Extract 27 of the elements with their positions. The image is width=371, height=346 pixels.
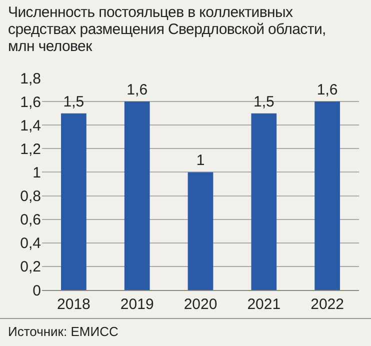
data-label: 1,6 xyxy=(126,82,148,99)
bar xyxy=(124,102,150,290)
x-tick-label: 2022 xyxy=(310,296,344,313)
y-tick-label: 0,6 xyxy=(20,212,41,229)
bar xyxy=(314,102,340,290)
bar xyxy=(251,113,277,290)
x-tick-label: 2021 xyxy=(247,296,281,313)
y-tick-label: 1 xyxy=(32,164,41,182)
chart-title: Численность постояльцев в коллективных средствах размещения Свердловской области, млн человек xyxy=(8,4,327,55)
y-tick-label: 1,2 xyxy=(20,140,41,158)
text: Источник: ЕМИСС xyxy=(8,324,118,339)
x-tick-label: 2019 xyxy=(120,296,154,313)
data-label: 1,6 xyxy=(316,82,338,99)
y-tick-label: 0,8 xyxy=(20,188,41,206)
data-label: 1,5 xyxy=(253,93,274,110)
bar xyxy=(188,172,214,290)
y-tick-label: 0,4 xyxy=(20,235,41,252)
y-tick-label: 1,8 xyxy=(20,70,41,88)
data-label: 1,5 xyxy=(63,93,84,110)
y-tick-label: 1,4 xyxy=(20,117,41,134)
x-tick-label: 2020 xyxy=(184,296,218,313)
bar xyxy=(61,113,86,290)
y-tick-label: 1,6 xyxy=(20,94,41,111)
x-tick-label: 2018 xyxy=(57,296,90,313)
y-tick-label: 0 xyxy=(32,282,41,300)
data-label: 1 xyxy=(196,152,205,170)
y-tick-label: 0,2 xyxy=(20,258,41,276)
